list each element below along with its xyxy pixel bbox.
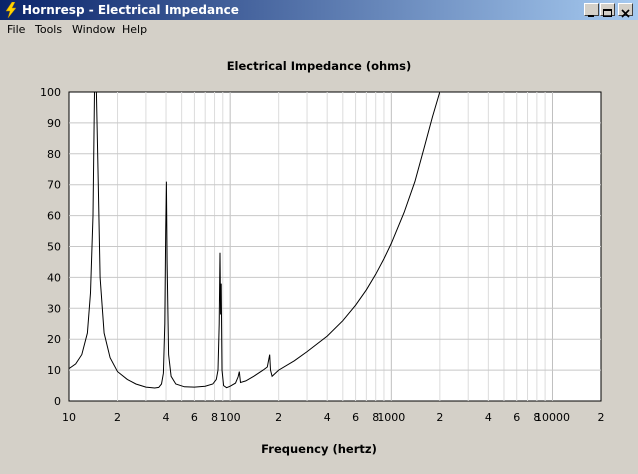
maximize-icon	[603, 9, 612, 17]
y-tick-label: 100	[40, 86, 61, 99]
x-tick-label: 2	[436, 411, 443, 424]
y-tick-label: 60	[47, 210, 61, 223]
x-tick-label: 8	[533, 411, 540, 424]
grid-lines	[69, 92, 601, 401]
menu-window[interactable]: Window	[72, 23, 116, 36]
x-tick-label: 6	[352, 411, 359, 424]
minimize-icon	[588, 15, 594, 17]
menu-help[interactable]: Help	[122, 23, 148, 36]
y-tick-label: 50	[47, 241, 61, 254]
menu-file[interactable]: File	[7, 23, 26, 36]
y-tick-label: 40	[47, 271, 61, 284]
x-tick-label: 2	[114, 411, 121, 424]
chart-title: Electrical Impedance (ohms)	[226, 59, 412, 73]
close-icon	[621, 9, 630, 18]
x-tick-label: 6	[191, 411, 198, 424]
y-tick-label: 20	[47, 333, 61, 346]
y-tick-label: 90	[47, 117, 61, 130]
y-tick-label: 70	[47, 179, 61, 192]
x-tick-label: 100	[220, 411, 241, 424]
x-tick-label: 4	[485, 411, 492, 424]
x-tick-label: 10000	[535, 411, 570, 424]
x-tick-label: 4	[324, 411, 331, 424]
x-tick-label: 4	[163, 411, 170, 424]
y-axis-ticks: 0 10 20 30 40 50 60 70 80 90 100	[40, 86, 61, 408]
menu-tools[interactable]: Tools	[35, 23, 63, 36]
x-tick-label: 2	[598, 411, 605, 424]
x-tick-label: 8	[211, 411, 218, 424]
maximize-button[interactable]	[600, 3, 615, 17]
y-tick-label: 10	[47, 364, 61, 377]
x-tick-label: 2	[275, 411, 282, 424]
minimize-button[interactable]	[584, 3, 599, 17]
y-tick-label: 30	[47, 302, 61, 315]
x-tick-label: 6	[513, 411, 520, 424]
x-axis-title: Frequency (hertz)	[261, 442, 377, 456]
impedance-curve	[68, 91, 441, 389]
menu-bar: File Tools Window Help	[0, 20, 638, 39]
x-tick-label: 10	[62, 411, 76, 424]
close-button[interactable]	[618, 3, 633, 18]
window-title: Hornresp - Electrical Impedance	[22, 3, 239, 17]
x-tick-label: 1000	[377, 411, 405, 424]
hornresp-app-icon	[5, 2, 17, 18]
y-tick-label: 80	[47, 148, 61, 161]
y-tick-label: 0	[54, 395, 61, 408]
x-tick-label: 8	[372, 411, 379, 424]
title-bar[interactable]: Hornresp - Electrical Impedance	[0, 0, 638, 20]
